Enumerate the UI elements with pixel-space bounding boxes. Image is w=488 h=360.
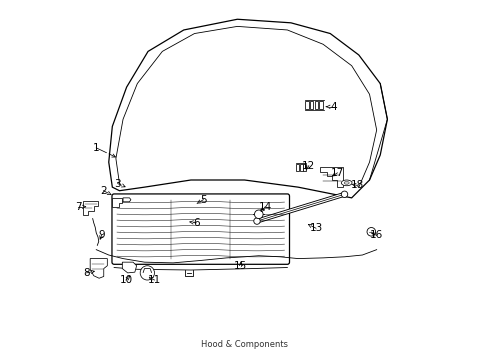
Bar	[299, 164, 302, 171]
Text: 13: 13	[309, 223, 322, 233]
Text: 8: 8	[83, 268, 90, 278]
Text: 3: 3	[114, 179, 121, 189]
Text: Hood & Components: Hood & Components	[201, 340, 287, 349]
Polygon shape	[83, 201, 98, 215]
Polygon shape	[122, 262, 136, 273]
Polygon shape	[112, 198, 122, 207]
Text: 10: 10	[119, 275, 132, 285]
Text: 4: 4	[330, 102, 336, 112]
Circle shape	[366, 228, 375, 236]
Text: 14: 14	[258, 202, 271, 212]
Polygon shape	[123, 198, 131, 202]
Text: 17: 17	[330, 168, 343, 178]
Text: 5: 5	[200, 195, 206, 204]
Text: 1: 1	[93, 143, 100, 153]
Polygon shape	[319, 167, 342, 187]
Text: 2: 2	[100, 186, 106, 196]
Ellipse shape	[341, 180, 351, 186]
Circle shape	[254, 210, 263, 219]
Text: 15: 15	[234, 261, 247, 271]
Bar	[314, 101, 317, 109]
Polygon shape	[108, 19, 386, 198]
Text: 12: 12	[302, 161, 315, 171]
Bar	[303, 164, 305, 171]
Text: 9: 9	[98, 230, 105, 240]
Bar	[305, 101, 308, 109]
Text: 16: 16	[369, 230, 383, 240]
Polygon shape	[90, 258, 107, 278]
Text: 7: 7	[75, 202, 81, 212]
Circle shape	[341, 191, 347, 198]
Text: 18: 18	[350, 180, 363, 190]
Bar	[319, 101, 322, 109]
FancyBboxPatch shape	[112, 194, 289, 264]
Bar	[296, 164, 299, 171]
Ellipse shape	[344, 181, 348, 184]
Text: 6: 6	[193, 218, 199, 228]
Circle shape	[253, 218, 260, 224]
Bar	[309, 101, 313, 109]
Circle shape	[140, 266, 154, 280]
Text: 11: 11	[147, 275, 161, 285]
